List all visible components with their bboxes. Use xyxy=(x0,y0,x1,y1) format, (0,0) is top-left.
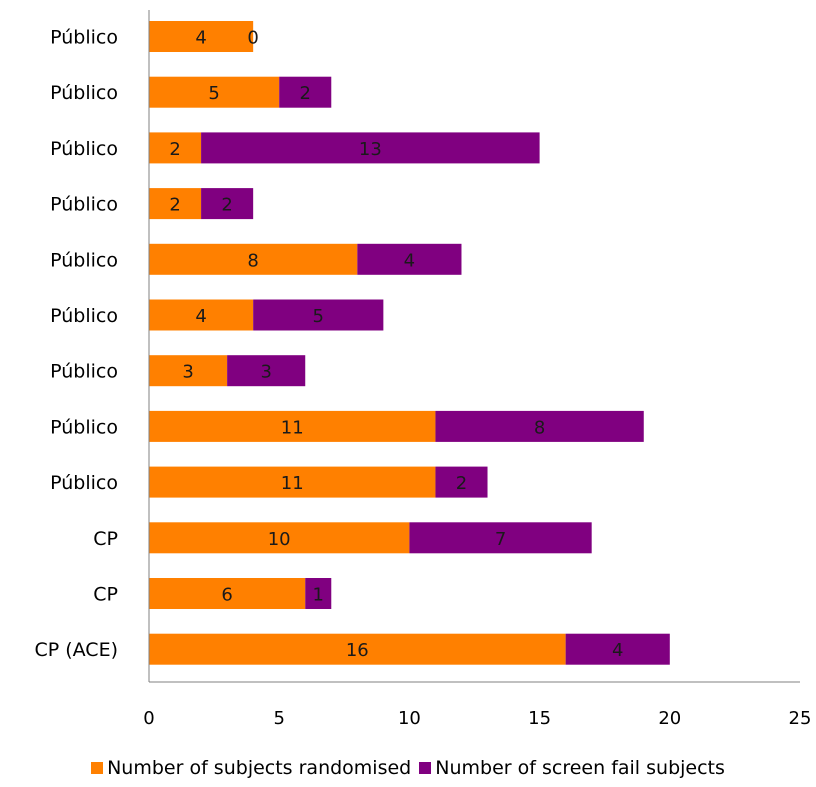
bar-randomised xyxy=(149,466,436,498)
bar-screen-fail xyxy=(279,76,332,108)
legend-label-randomised: Number of subjects randomised xyxy=(107,757,412,779)
data-label-screen-fail: 4 xyxy=(612,640,623,661)
bar-randomised xyxy=(149,243,358,275)
category-label: Público xyxy=(50,305,118,327)
category-label: CP xyxy=(93,528,118,550)
bar-randomised xyxy=(149,299,254,331)
bar-randomised xyxy=(149,132,202,164)
legend-item-screen-fail: Number of screen fail subjects xyxy=(419,757,725,779)
category-label: Público xyxy=(50,82,118,104)
data-label-screen-fail: 5 xyxy=(313,306,324,327)
bar-screen-fail xyxy=(253,299,384,331)
data-label-randomised: 4 xyxy=(195,306,206,327)
category-label: Público xyxy=(50,138,118,160)
bar-randomised xyxy=(149,522,410,554)
data-label-screen-fail: 8 xyxy=(534,417,545,438)
x-tick-label: 0 xyxy=(143,708,154,729)
bar-randomised xyxy=(149,410,436,442)
legend-label-screen-fail: Number of screen fail subjects xyxy=(435,757,725,779)
category-label: Público xyxy=(50,361,118,383)
bar-randomised xyxy=(149,355,228,387)
category-label: Público xyxy=(50,194,118,216)
category-label: Público xyxy=(50,416,118,438)
bars-layer xyxy=(149,21,670,665)
bar-screen-fail xyxy=(435,410,644,442)
bar-randomised xyxy=(149,76,280,108)
data-label-randomised: 10 xyxy=(268,529,291,550)
x-tick-label: 10 xyxy=(398,708,421,729)
bar-screen-fail xyxy=(305,578,332,609)
data-label-randomised: 4 xyxy=(195,28,206,49)
legend-swatch-randomised xyxy=(91,762,104,774)
data-label-randomised: 6 xyxy=(221,585,232,606)
x-tick-label: 20 xyxy=(658,708,681,729)
category-label: CP (ACE) xyxy=(34,639,118,661)
data-label-randomised: 3 xyxy=(182,362,193,383)
data-label-screen-fail: 2 xyxy=(456,473,467,494)
bar-screen-fail xyxy=(201,188,254,220)
data-label-screen-fail: 4 xyxy=(404,250,415,271)
bar-randomised xyxy=(149,21,254,52)
x-tick-label: 25 xyxy=(789,708,812,729)
bar-screen-fail xyxy=(227,355,306,387)
data-label-randomised: 8 xyxy=(247,250,258,271)
data-label-screen-fail: 2 xyxy=(221,195,232,216)
category-label: CP xyxy=(93,584,118,606)
data-label-randomised: 2 xyxy=(169,139,180,160)
bar-randomised xyxy=(149,633,566,665)
data-label-randomised: 5 xyxy=(208,83,219,104)
data-label-screen-fail: 1 xyxy=(313,585,324,606)
data-label-randomised: 2 xyxy=(169,195,180,216)
bar-screen-fail xyxy=(565,633,670,665)
x-tick-label: 15 xyxy=(528,708,551,729)
axes: 0 5 10 15 20 25 xyxy=(143,10,811,729)
data-label-randomised: 11 xyxy=(281,417,304,438)
category-labels: Público Público Público Público Público Públi… xyxy=(34,27,118,662)
bar-screen-fail xyxy=(201,132,540,164)
data-label-screen-fail: 7 xyxy=(495,529,506,550)
legend-swatch-screen-fail xyxy=(419,762,432,774)
data-label-randomised: 11 xyxy=(281,473,304,494)
x-tick-label: 5 xyxy=(273,708,284,729)
bar-screen-fail xyxy=(357,243,462,275)
stacked-bar-chart: 4 05 22 132 28 44 53 311 811 210 76 116 4 PúblicoPúb… xyxy=(34,10,811,729)
category-label: Público xyxy=(50,27,118,49)
data-label-screen-fail: 2 xyxy=(300,83,311,104)
category-label: Público xyxy=(50,249,118,271)
data-labels-layer: 4 0 5 2 2 13 2 2 8 4 4 5 3 3 11 8 11 2 10 7 6 1 16 4 xyxy=(169,28,623,662)
bar-screen-fail xyxy=(409,522,592,554)
bar-randomised xyxy=(149,578,306,609)
bar-randomised xyxy=(149,188,202,220)
legend: Number of subjects randomised Number of … xyxy=(0,757,816,779)
data-label-screen-fail: 13 xyxy=(359,139,382,160)
data-label-randomised: 16 xyxy=(346,640,369,661)
data-label-screen-fail: 3 xyxy=(260,362,271,383)
bar-screen-fail xyxy=(435,466,488,498)
legend-item-randomised: Number of subjects randomised xyxy=(91,757,411,779)
data-label-screen-fail: 0 xyxy=(247,28,258,49)
category-label: Público xyxy=(50,472,118,494)
